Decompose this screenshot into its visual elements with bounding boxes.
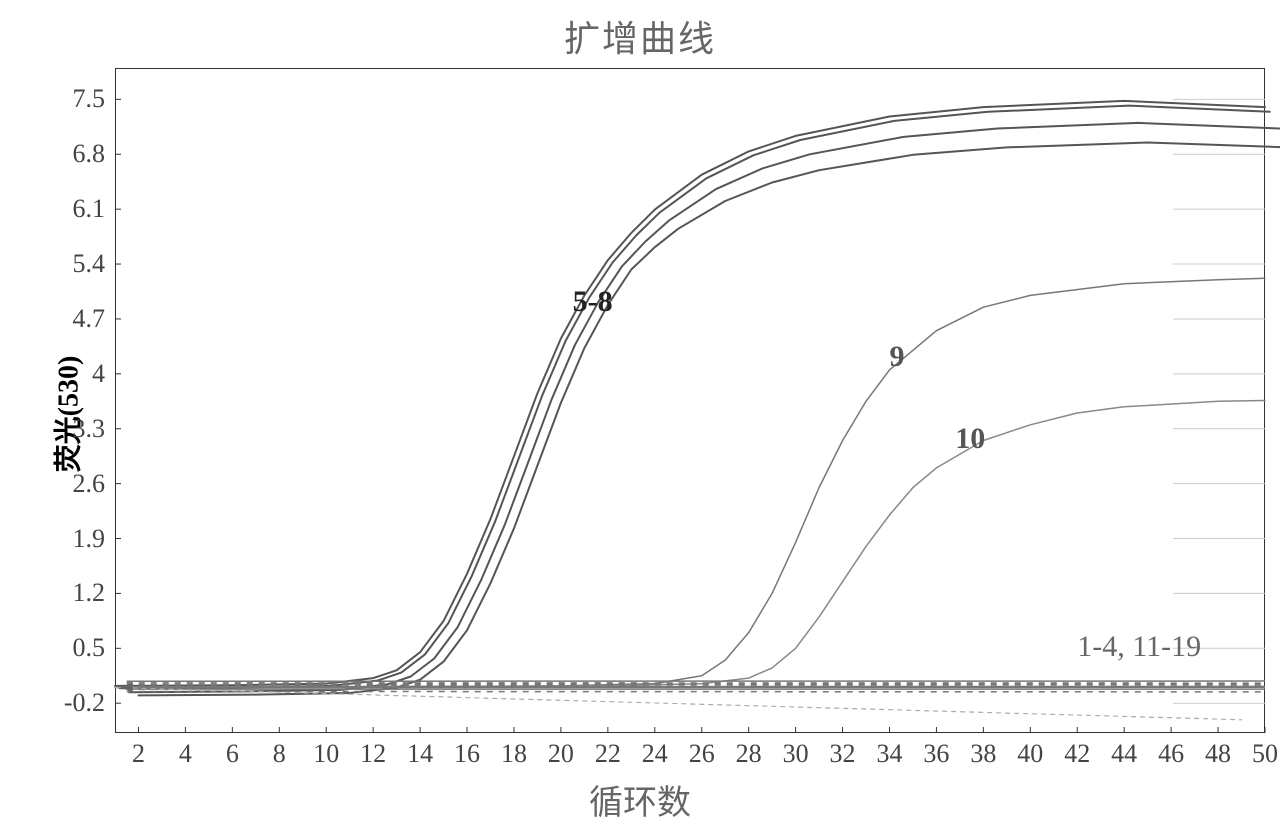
x-tick-label: 18 — [501, 739, 527, 769]
x-tick-label: 38 — [970, 739, 996, 769]
series-group-5-8 — [129, 123, 1279, 692]
x-tick-label: 2 — [132, 739, 145, 769]
x-tick-label: 26 — [689, 739, 715, 769]
x-tick-label: 44 — [1111, 739, 1137, 769]
plot-svg — [0, 0, 1280, 828]
x-tick-label: 14 — [407, 739, 433, 769]
x-tick-label: 6 — [226, 739, 239, 769]
x-tick-label: 36 — [923, 739, 949, 769]
x-tick-label: 20 — [548, 739, 574, 769]
x-tick-label: 28 — [736, 739, 762, 769]
annotation-label: 10 — [955, 422, 985, 456]
series-group-5-8 — [115, 101, 1265, 686]
y-tick-label: 0.5 — [45, 633, 105, 663]
chart-container: 扩增曲线 荧光(530) 循环数 -0.20.51.21.92.63.344.7… — [0, 0, 1280, 828]
y-tick-label: 4.7 — [45, 304, 105, 334]
x-tick-label: 50 — [1252, 739, 1278, 769]
series-group-5-8 — [120, 106, 1270, 689]
x-tick-label: 32 — [830, 739, 856, 769]
x-tick-label: 34 — [876, 739, 902, 769]
x-tick-label: 42 — [1064, 739, 1090, 769]
y-tick-label: 7.5 — [45, 84, 105, 114]
y-tick-label: 6.8 — [45, 139, 105, 169]
annotation-label: 9 — [889, 340, 904, 374]
series-curve-9 — [115, 278, 1265, 687]
x-tick-label: 16 — [454, 739, 480, 769]
x-tick-label: 30 — [783, 739, 809, 769]
series-flat-1-4-11-19-drift — [115, 688, 1242, 720]
annotation-label: 5-8 — [573, 285, 613, 319]
x-tick-label: 46 — [1158, 739, 1184, 769]
x-tick-label: 10 — [313, 739, 339, 769]
y-tick-label: 2.6 — [45, 469, 105, 499]
x-tick-label: 8 — [273, 739, 286, 769]
y-tick-label: 1.2 — [45, 578, 105, 608]
y-tick-label: 3.3 — [45, 414, 105, 444]
annotation-label: 1-4, 11-19 — [1077, 630, 1201, 664]
series-group-5-8 — [139, 143, 1280, 696]
x-tick-label: 40 — [1017, 739, 1043, 769]
x-tick-label: 48 — [1205, 739, 1231, 769]
x-tick-label: 24 — [642, 739, 668, 769]
y-tick-label: 5.4 — [45, 249, 105, 279]
x-tick-label: 12 — [360, 739, 386, 769]
y-tick-label: 1.9 — [45, 524, 105, 554]
y-tick-label: 4 — [45, 359, 105, 389]
y-tick-label: -0.2 — [45, 688, 105, 718]
x-tick-label: 4 — [179, 739, 192, 769]
y-tick-label: 6.1 — [45, 194, 105, 224]
x-tick-label: 22 — [595, 739, 621, 769]
